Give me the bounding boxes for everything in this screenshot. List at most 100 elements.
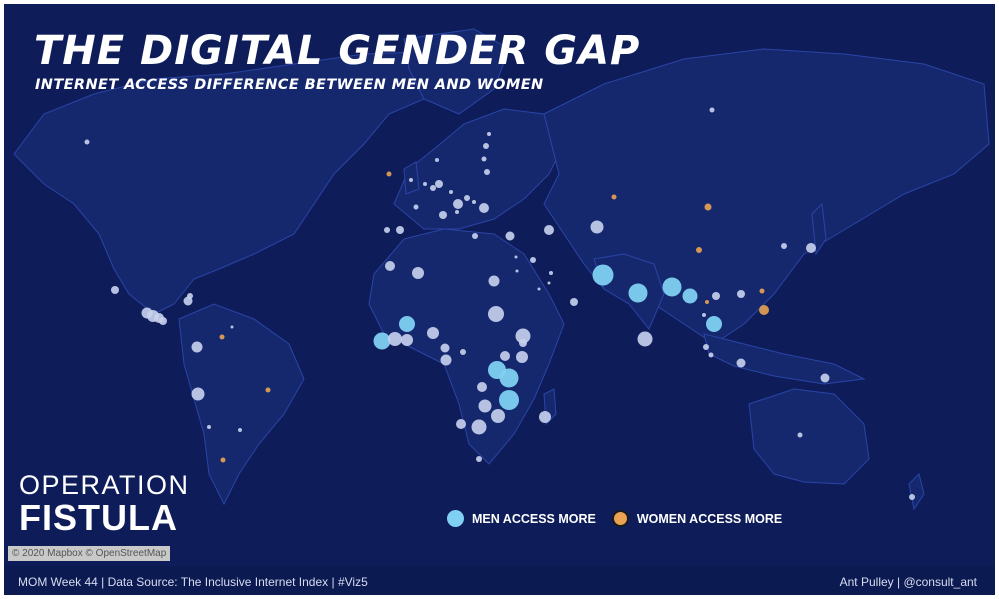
women-access-marker[interactable] [705, 300, 709, 304]
men-access-marker[interactable] [388, 332, 402, 346]
women-access-marker[interactable] [759, 288, 765, 294]
men-access-marker[interactable] [662, 277, 682, 297]
women-access-marker[interactable] [704, 203, 712, 211]
men-access-marker[interactable] [471, 419, 487, 435]
women-access-marker[interactable] [611, 194, 617, 200]
men-access-marker[interactable] [191, 387, 205, 401]
men-access-marker[interactable] [423, 182, 427, 186]
men-access-marker[interactable] [519, 339, 527, 347]
men-access-marker[interactable] [547, 281, 551, 285]
men-access-marker[interactable] [472, 200, 476, 204]
men-access-marker[interactable] [544, 225, 554, 235]
men-access-marker[interactable] [515, 269, 519, 273]
men-access-marker[interactable] [706, 316, 722, 332]
men-access-marker[interactable] [84, 139, 90, 145]
men-access-marker[interactable] [682, 288, 698, 304]
men-access-marker[interactable] [499, 390, 519, 410]
men-access-marker[interactable] [637, 331, 653, 347]
men-access-marker[interactable] [703, 344, 709, 350]
men-access-marker[interactable] [449, 190, 453, 194]
men-access-marker[interactable] [549, 271, 553, 275]
men-access-marker[interactable] [708, 352, 714, 358]
women-access-marker[interactable] [696, 247, 702, 253]
men-access-marker[interactable] [806, 243, 816, 253]
men-access-marker[interactable] [515, 328, 531, 344]
men-access-marker[interactable] [514, 255, 518, 259]
legend-item-women[interactable]: WOMEN ACCESS MORE [611, 510, 782, 527]
men-access-marker[interactable] [396, 226, 404, 234]
men-access-marker[interactable] [479, 203, 489, 213]
men-access-marker[interactable] [592, 264, 614, 286]
men-access-marker[interactable] [453, 199, 463, 209]
men-access-marker[interactable] [505, 231, 515, 241]
men-access-marker[interactable] [385, 261, 395, 271]
men-access-marker[interactable] [478, 399, 492, 413]
world-map[interactable] [4, 4, 995, 566]
men-access-marker[interactable] [159, 317, 167, 325]
men-access-marker[interactable] [737, 290, 745, 298]
men-access-marker[interactable] [590, 220, 604, 234]
men-access-marker[interactable] [399, 316, 415, 332]
men-access-marker[interactable] [487, 132, 491, 136]
men-access-marker[interactable] [499, 368, 519, 388]
legend-item-men[interactable]: MEN ACCESS MORE [447, 510, 596, 527]
men-access-marker[interactable] [500, 351, 510, 361]
landmass-japan [811, 202, 827, 256]
men-access-marker[interactable] [111, 286, 119, 294]
men-access-marker[interactable] [455, 210, 459, 214]
women-access-marker[interactable] [219, 334, 225, 340]
men-access-marker[interactable] [909, 494, 915, 500]
men-access-marker[interactable] [709, 107, 715, 113]
men-access-marker[interactable] [570, 298, 578, 306]
men-access-marker[interactable] [439, 211, 447, 219]
men-access-marker[interactable] [797, 432, 803, 438]
men-access-marker[interactable] [460, 349, 466, 355]
men-access-marker[interactable] [481, 156, 487, 162]
men-access-marker[interactable] [477, 382, 487, 392]
men-access-marker[interactable] [537, 287, 541, 291]
men-access-marker[interactable] [820, 373, 830, 383]
men-access-marker[interactable] [440, 343, 450, 353]
men-access-marker[interactable] [435, 158, 439, 162]
women-access-marker[interactable] [386, 171, 392, 177]
men-access-marker[interactable] [230, 325, 234, 329]
men-access-marker[interactable] [412, 267, 424, 279]
men-swatch-icon [447, 510, 464, 527]
men-access-marker[interactable] [413, 204, 419, 210]
women-access-marker[interactable] [265, 387, 271, 393]
men-access-marker[interactable] [488, 275, 500, 287]
men-access-marker[interactable] [191, 341, 203, 353]
men-access-marker[interactable] [476, 456, 482, 462]
men-access-marker[interactable] [464, 195, 470, 201]
men-access-marker[interactable] [401, 334, 413, 346]
landmass-new-zealand [908, 473, 925, 511]
men-access-marker[interactable] [238, 428, 242, 432]
men-access-marker[interactable] [187, 293, 193, 299]
men-access-marker[interactable] [628, 283, 648, 303]
men-access-marker[interactable] [736, 358, 746, 368]
men-access-marker[interactable] [702, 313, 706, 317]
men-access-marker[interactable] [384, 227, 390, 233]
men-access-marker[interactable] [484, 169, 490, 175]
men-access-marker[interactable] [539, 411, 551, 423]
men-access-marker[interactable] [207, 425, 211, 429]
map-attribution[interactable]: © 2020 Mapbox © OpenStreetMap [8, 546, 171, 561]
men-access-marker[interactable] [483, 143, 489, 149]
men-access-marker[interactable] [430, 185, 436, 191]
women-access-marker[interactable] [220, 457, 226, 463]
women-swatch-icon [611, 510, 629, 527]
men-access-marker[interactable] [516, 351, 528, 363]
men-access-marker[interactable] [409, 178, 413, 182]
men-access-marker[interactable] [491, 409, 505, 423]
men-access-marker[interactable] [435, 180, 443, 188]
men-access-marker[interactable] [530, 257, 536, 263]
men-access-marker[interactable] [472, 233, 478, 239]
men-access-marker[interactable] [488, 306, 504, 322]
women-access-marker[interactable] [759, 305, 769, 315]
men-access-marker[interactable] [781, 243, 787, 249]
men-access-marker[interactable] [373, 332, 391, 350]
men-access-marker[interactable] [712, 292, 720, 300]
men-access-marker[interactable] [440, 354, 452, 366]
men-access-marker[interactable] [456, 419, 466, 429]
men-access-marker[interactable] [427, 327, 439, 339]
